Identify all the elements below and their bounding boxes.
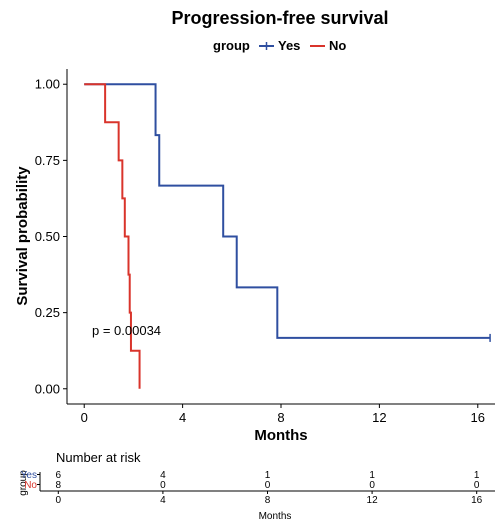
legend-label-yes: Yes bbox=[278, 38, 300, 53]
legend-title: group bbox=[213, 38, 250, 53]
survival-curves bbox=[84, 83, 491, 389]
risk-count-yes: 1 bbox=[369, 470, 375, 481]
risk-count-no: 0 bbox=[265, 480, 271, 491]
x-axis-title: Months bbox=[254, 427, 307, 444]
chart-title: Progression-free survival bbox=[171, 8, 388, 28]
risk-count-yes: 1 bbox=[474, 470, 480, 481]
risk-table-title: Number at risk bbox=[56, 450, 141, 465]
risk-x-tick-label: 8 bbox=[265, 495, 271, 506]
survival-curve-no bbox=[84, 83, 141, 389]
risk-table-y-title: group bbox=[18, 470, 29, 496]
legend: group Yes No bbox=[213, 38, 346, 53]
x-tick-label: 12 bbox=[372, 410, 386, 425]
survival-curve-yes bbox=[84, 83, 491, 339]
y-ticks: 0.00 0.25 0.50 0.75 1.00 bbox=[35, 77, 67, 396]
risk-count-no: 0 bbox=[160, 480, 166, 491]
x-ticks: 0 4 8 12 16 bbox=[81, 404, 485, 425]
y-tick-label: 0.25 bbox=[35, 305, 60, 320]
risk-count-yes: 4 bbox=[160, 470, 166, 481]
risk-count-no: 0 bbox=[369, 480, 375, 491]
y-tick-label: 0.00 bbox=[35, 381, 60, 396]
risk-count-yes: 6 bbox=[56, 470, 62, 481]
x-tick-label: 4 bbox=[179, 410, 186, 425]
y-tick-label: 0.50 bbox=[35, 229, 60, 244]
risk-x-tick-label: 12 bbox=[367, 495, 379, 506]
risk-table-x-title: Months bbox=[259, 511, 292, 522]
risk-x-tick-label: 4 bbox=[160, 495, 166, 506]
p-value-annotation: p = 0.00034 bbox=[92, 323, 161, 338]
risk-table: Yes 6 4 1 1 1No 8 0 0 0 00 4 8 12 16 bbox=[21, 470, 483, 506]
risk-count-yes: 1 bbox=[265, 470, 271, 481]
risk-row-label-yes: Yes bbox=[21, 470, 37, 481]
x-tick-label: 8 bbox=[277, 410, 284, 425]
y-tick-label: 1.00 bbox=[35, 77, 60, 92]
risk-count-no: 0 bbox=[474, 480, 480, 491]
risk-row-label-no: No bbox=[24, 480, 37, 491]
y-tick-label: 0.75 bbox=[35, 153, 60, 168]
risk-x-tick-label: 0 bbox=[56, 495, 62, 506]
x-tick-label: 16 bbox=[471, 410, 485, 425]
legend-label-no: No bbox=[329, 38, 346, 53]
x-tick-label: 0 bbox=[81, 410, 88, 425]
risk-x-tick-label: 16 bbox=[471, 495, 483, 506]
y-axis-title: Survival probability bbox=[14, 166, 31, 306]
risk-count-no: 8 bbox=[56, 480, 62, 491]
